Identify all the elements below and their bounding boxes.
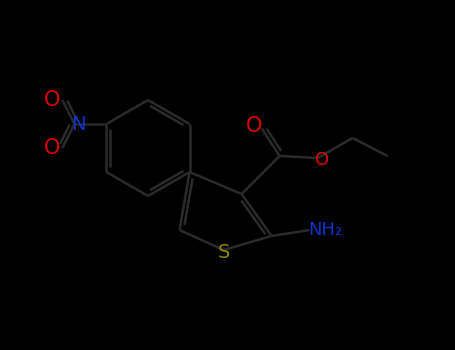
Text: O: O: [44, 138, 61, 158]
Text: NH₂: NH₂: [308, 221, 343, 239]
Text: O: O: [44, 90, 61, 110]
Text: O: O: [245, 116, 262, 136]
Text: O: O: [314, 151, 329, 169]
Text: S: S: [217, 244, 230, 262]
Text: N: N: [71, 114, 86, 133]
